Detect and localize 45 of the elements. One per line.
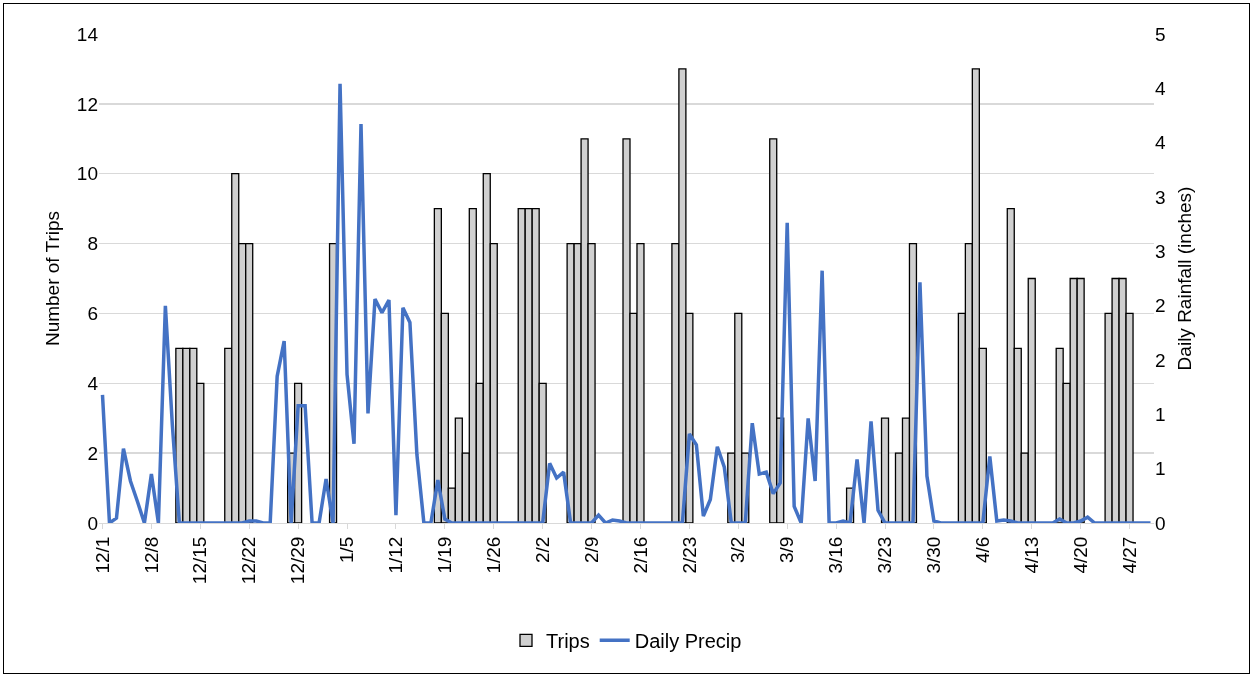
x-tick-label: 1/5 (336, 536, 358, 564)
x-tick-label: 1/19 (434, 536, 456, 574)
x-tick-label: 3/30 (923, 536, 945, 574)
y2-axis-title: Daily Rainfall (inches) (1173, 186, 1195, 371)
y-tick-label: 14 (76, 23, 99, 45)
y2-tick-label: 1 (1155, 403, 1166, 425)
legend-label: Daily Precip (634, 630, 742, 653)
x-tick-label: 3/2 (727, 536, 749, 564)
x-tick-label: 3/16 (825, 536, 847, 574)
x-tick-label: 4/6 (971, 536, 993, 564)
y-axis-title: Number of Trips (41, 210, 63, 347)
y-tick-label: 8 (87, 233, 98, 255)
x-tick-label: 2/9 (580, 536, 602, 564)
x-tick-label: 12/8 (140, 536, 162, 574)
x-tick-label: 12/15 (189, 536, 211, 585)
y2-tick-label: 2 (1155, 295, 1166, 317)
x-tick-label: 4/13 (1020, 536, 1042, 574)
line-series (100, 82, 1153, 523)
x-tick-label: 3/23 (874, 536, 896, 574)
y-tick-label: 4 (87, 372, 99, 394)
x-tick-label: 2/2 (531, 536, 553, 564)
x-tick-label: 1/26 (482, 536, 504, 574)
legend-label: Trips (546, 630, 590, 653)
y2-tick-label: 3 (1155, 186, 1166, 208)
x-tick-label: 2/16 (629, 536, 651, 574)
y2-tick-label: 4 (1155, 78, 1166, 100)
x-tick-label: 4/20 (1069, 536, 1091, 574)
x-tick-label: 4/27 (1118, 536, 1140, 574)
y2-tick-label: 0 (1155, 512, 1166, 534)
y2-tick-label: 5 (1155, 23, 1166, 45)
x-tick-label: 12/1 (91, 536, 113, 574)
y2-tick-label: 2 (1155, 349, 1166, 371)
x-tick-label: 12/29 (287, 536, 309, 585)
x-tick-label: 2/23 (678, 536, 700, 574)
x-tick-label: 1/12 (385, 536, 407, 574)
y-tick-label: 2 (87, 442, 98, 464)
y-tick-label: 12 (76, 93, 98, 115)
y2-tick-label: 4 (1155, 132, 1166, 154)
y-tick-label: 6 (87, 303, 98, 325)
x-tick-label: 12/22 (238, 536, 260, 585)
y2-tick-label: 3 (1155, 240, 1166, 262)
y-tick-label: 10 (76, 163, 98, 185)
y-tick-label: 0 (87, 512, 98, 534)
y2-tick-label: 1 (1155, 458, 1166, 480)
x-tick-label: 3/9 (776, 536, 798, 564)
